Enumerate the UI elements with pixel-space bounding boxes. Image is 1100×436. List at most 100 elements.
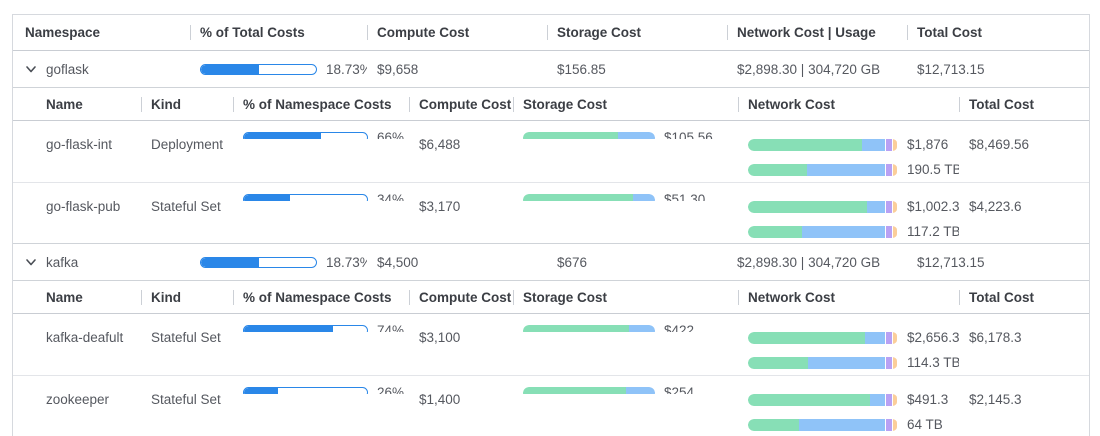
bar-segment-blue [628, 324, 655, 332]
compute-cost-value: $3,170 [419, 199, 461, 214]
bar-segment-green [748, 201, 867, 213]
storage-cost-cell: $422 [513, 314, 738, 332]
total-cost-value: $8,469.56 [969, 137, 1030, 152]
network-cost-bar [748, 332, 898, 344]
compute-cost-value: $9,658 [377, 61, 419, 77]
col-header-compute-cost: Compute Cost [409, 97, 513, 112]
bar-segment-orange [892, 139, 897, 151]
network-usage-bar [748, 226, 898, 238]
col-header-namespace: Namespace [25, 25, 101, 40]
storage-cost-cell: $254 [513, 376, 738, 394]
bar-segment-green [523, 193, 633, 201]
workload-row-kafka-deafult[interactable]: kafka-deafult Stateful Set 74% $3,100 $4… [13, 314, 1089, 375]
col-header-kind: Kind [141, 290, 233, 305]
network-cost-bar [748, 394, 898, 406]
bar-segment-purple [885, 139, 892, 151]
network-usage-value: 64 TB [907, 417, 943, 432]
cost-allocation-table: Namespace % of Total Costs Compute Cost … [12, 14, 1090, 436]
workload-name: go-flask-int [46, 137, 113, 152]
compute-cost-value: $3,100 [419, 330, 461, 345]
chevron-down-icon[interactable] [25, 256, 37, 268]
bar-segment-green [748, 139, 862, 151]
bar-segment-blue [865, 332, 885, 344]
total-cost-value: $6,178.3 [969, 330, 1022, 345]
bar-segment-purple [885, 201, 892, 213]
workload-row-zookeeper[interactable]: zookeeper Stateful Set 26% $1,400 $254 $… [13, 375, 1089, 436]
bar-segment-orange [892, 332, 897, 344]
network-cost-value: $491.3 [907, 392, 949, 407]
bar-segment-orange [892, 419, 897, 431]
bar-segment-blue [806, 164, 885, 176]
storage-cost-value: $51.30 [664, 191, 706, 202]
workload-kind: Stateful Set [151, 330, 221, 345]
col-header-pct-namespace-costs: % of Namespace Costs [233, 290, 409, 305]
bar-segment-green [523, 324, 629, 332]
network-cost-bar [748, 201, 898, 213]
col-header-network-cost: Network Cost [738, 290, 959, 305]
bar-segment-blue [862, 139, 885, 151]
bar-segment-orange [892, 201, 897, 213]
chevron-down-icon[interactable] [25, 63, 37, 75]
network-usage-value: 117.2 TB [907, 224, 959, 239]
pct-namespace-costs-value: 66% [377, 129, 405, 140]
workload-table-header: Name Kind % of Namespace Costs Compute C… [13, 281, 1089, 314]
storage-cost-bar [523, 193, 655, 201]
bar-segment-green [523, 131, 619, 139]
namespace-name-cell[interactable]: kafka [13, 255, 190, 270]
workload-name: go-flask-pub [46, 199, 121, 214]
workload-row-go-flask-pub[interactable]: go-flask-pub Stateful Set 34% $3,170 $51… [13, 182, 1089, 243]
bar-segment-green [748, 357, 808, 369]
workload-row-go-flask-int[interactable]: go-flask-int Deployment 66% $6,488 $105.… [13, 121, 1089, 182]
bar-segment-green [748, 394, 870, 406]
col-header-compute-cost: Compute Cost [409, 290, 513, 305]
workload-table-header: Name Kind % of Namespace Costs Compute C… [13, 88, 1089, 121]
compute-cost-value: $4,500 [377, 254, 419, 270]
storage-cost-bar [523, 324, 655, 332]
network-cost-cell: $1,002.3 117.2 TB [738, 183, 959, 241]
pct-namespace-costs-cell: 66% [233, 121, 409, 139]
workload-kind: Stateful Set [151, 392, 221, 407]
network-cost-bar [748, 139, 898, 151]
total-cost-value: $2,145.3 [969, 392, 1022, 407]
network-cost-value: $1,002.3 [907, 199, 959, 214]
storage-cost-value: $254 [664, 384, 695, 395]
bar-segment-purple [885, 226, 892, 238]
bar-segment-green [748, 226, 802, 238]
network-cost-cell: $2,656.3 114.3 TB [738, 314, 959, 372]
total-cost-value: $12,713.15 [917, 254, 985, 270]
bar-segment-green [748, 164, 807, 176]
pct-namespace-costs-bar [243, 387, 368, 394]
pct-namespace-costs-value: 34% [377, 191, 405, 202]
bar-segment-blue [625, 386, 655, 394]
namespace-row-kafka[interactable]: kafka 18.73% $4,500 $676 $2,898.30 | 304… [13, 244, 1089, 280]
storage-cost-cell: $51.30 [513, 183, 738, 201]
storage-cost-cell: $105.56 [513, 121, 738, 139]
network-usage-value: 114.3 TB [907, 355, 959, 370]
workload-kind: Deployment [151, 137, 224, 152]
pct-namespace-costs-cell: 74% [233, 314, 409, 332]
bar-segment-blue [618, 131, 655, 139]
namespace-name-cell[interactable]: goflask [13, 62, 190, 77]
total-cost-value: $4,223.6 [969, 199, 1022, 214]
col-header-name: Name [46, 289, 83, 305]
network-cost-cell: $1,876 190.5 TB [738, 121, 959, 179]
pct-total-costs-value: 18.73% [326, 61, 367, 77]
col-header-storage-cost: Storage Cost [513, 290, 738, 305]
storage-cost-value: $156.85 [557, 61, 606, 77]
workload-table-kafka: Name Kind % of Namespace Costs Compute C… [13, 280, 1089, 436]
col-header-pct-total-costs: % of Total Costs [190, 25, 367, 40]
pct-namespace-costs-value: 74% [377, 322, 405, 333]
bar-segment-blue [866, 201, 885, 213]
bar-segment-orange [892, 357, 897, 369]
storage-cost-bar [523, 386, 655, 394]
bar-segment-orange [892, 226, 897, 238]
total-cost-value: $12,713.15 [917, 61, 985, 77]
storage-cost-value: $676 [557, 254, 588, 270]
bar-segment-green [748, 419, 799, 431]
col-header-total-cost: Total Cost [959, 290, 1089, 305]
namespace-row-goflask[interactable]: goflask 18.73% $9,658 $156.85 $2,898.30 … [13, 51, 1089, 87]
col-header-pct-namespace-costs: % of Namespace Costs [233, 97, 409, 112]
bar-segment-blue [632, 193, 655, 201]
network-cost-cell: $491.3 64 TB [738, 376, 959, 434]
pct-namespace-costs-cell: 34% [233, 183, 409, 201]
